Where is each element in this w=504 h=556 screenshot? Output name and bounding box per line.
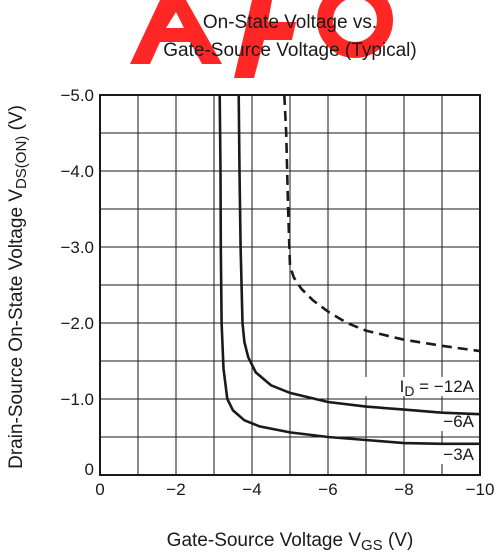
x-tick-label: −8 — [394, 480, 413, 499]
y-tick-label: −4.0 — [60, 162, 94, 181]
series-curves — [218, 94, 481, 446]
plot-area: −3A −6A ID = −12A — [99, 94, 481, 476]
x-tick-label: −10 — [466, 480, 495, 499]
y-axis-label: Drain-Source On-State Voltage VDS(ON) (V… — [6, 105, 30, 469]
x-tick-label: −2 — [166, 480, 185, 499]
chart-title-line-2: Gate-Source Voltage (Typical) — [163, 40, 416, 61]
watermark-mark-c — [317, 0, 393, 58]
series-label-1: −6A — [443, 412, 474, 431]
series-label-2: ID = −12A — [400, 377, 475, 399]
y-tick-label: 0 — [85, 460, 94, 479]
y-tick-labels: 0 −1.0 −2.0 −3.0 −4.0 −5.0 — [60, 86, 94, 479]
x-tick-label: 0 — [95, 480, 104, 499]
watermark — [130, 0, 393, 78]
chart-title-line-1: On-State Voltage vs. — [203, 12, 377, 33]
grid — [100, 95, 480, 475]
y-tick-label: −2.0 — [60, 314, 94, 333]
series-label-mask — [358, 377, 476, 396]
x-tick-label: −6 — [318, 480, 337, 499]
x-tick-label: −4 — [242, 480, 261, 499]
y-tick-label: −3.0 — [60, 238, 94, 257]
series-label-mask — [432, 445, 476, 464]
series-line-2 — [283, 94, 481, 353]
series-label-mask — [432, 412, 476, 431]
series-line-1 — [237, 94, 481, 416]
watermark-mark-b — [234, 0, 296, 78]
y-tick-label: −1.0 — [60, 390, 94, 409]
x-axis-label: Gate-Source Voltage VGS (V) — [167, 530, 414, 554]
label-masks — [358, 377, 476, 464]
x-tick-labels: 0 −2 −4 −6 −8 −10 — [95, 480, 494, 499]
series-label-0: −3A — [443, 445, 474, 464]
watermark-mark-a — [130, 0, 222, 64]
series-labels: −3A −6A ID = −12A — [400, 377, 475, 464]
plot-frame — [99, 94, 481, 476]
y-tick-label: −5.0 — [60, 86, 94, 105]
series-line-0 — [218, 94, 480, 446]
